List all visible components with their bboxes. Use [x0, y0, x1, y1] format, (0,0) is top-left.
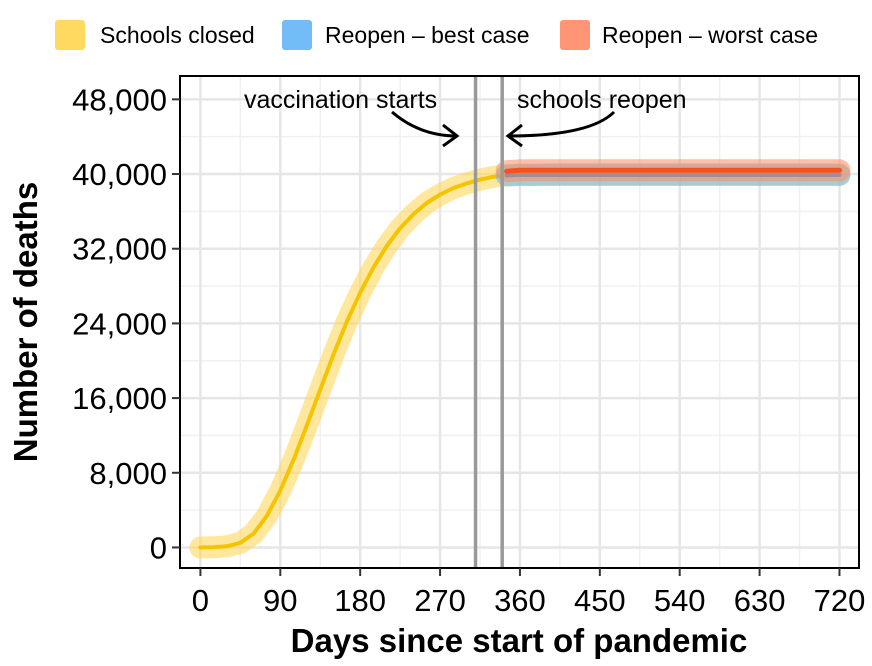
legend-label-reopen-worst: Reopen – worst case	[602, 22, 818, 48]
annotation-arrow-vaccination	[391, 110, 458, 138]
y-axis-title: Number of deaths	[7, 182, 44, 463]
x-tick-label: 540	[654, 583, 706, 618]
annotation-arrowhead-reopen	[505, 123, 523, 148]
legend-label-reopen-best: Reopen – best case	[325, 22, 530, 48]
vertical-lines	[473, 76, 504, 568]
y-tick-label: 40,000	[72, 157, 167, 192]
x-tick-label: 270	[414, 583, 466, 618]
legend-label-schools-closed: Schools closed	[100, 22, 255, 48]
x-tick-label: 180	[334, 583, 386, 618]
x-tick-label: 360	[494, 583, 546, 618]
legend-swatch-reopen-best	[282, 20, 312, 50]
y-tick-label: 16,000	[72, 381, 167, 416]
series-line-reopen-worst-case	[504, 167, 842, 174]
annotation-vaccination-starts: vaccination starts	[244, 86, 437, 114]
legend-swatch-reopen-worst	[560, 20, 590, 50]
y-tick-label: 24,000	[72, 306, 167, 341]
annotation-arrow-reopen	[507, 110, 616, 138]
y-tick-label: 48,000	[72, 82, 167, 117]
x-tick-label: 720	[814, 583, 866, 618]
axis-ticks	[172, 98, 841, 576]
x-tick-label: 450	[574, 583, 626, 618]
annotation-schools-reopen: schools reopen	[517, 86, 687, 114]
annotation-arrowhead-vaccination	[442, 123, 460, 148]
x-tick-label: 630	[734, 583, 786, 618]
grid-major	[180, 76, 859, 568]
y-tick-label: 0	[150, 530, 167, 565]
series-layer	[189, 159, 851, 559]
legend-swatch-schools-closed	[55, 20, 85, 50]
x-tick-label: 0	[192, 583, 209, 618]
y-tick-label: 32,000	[72, 232, 167, 267]
y-tick-label: 8,000	[89, 456, 167, 491]
annotations: vaccination starts schools reopen	[244, 86, 687, 148]
legend: Schools closed Reopen – best case Reopen…	[55, 20, 818, 50]
x-tick-label: 90	[263, 583, 297, 618]
x-axis-title: Days since start of pandemic	[291, 622, 748, 659]
